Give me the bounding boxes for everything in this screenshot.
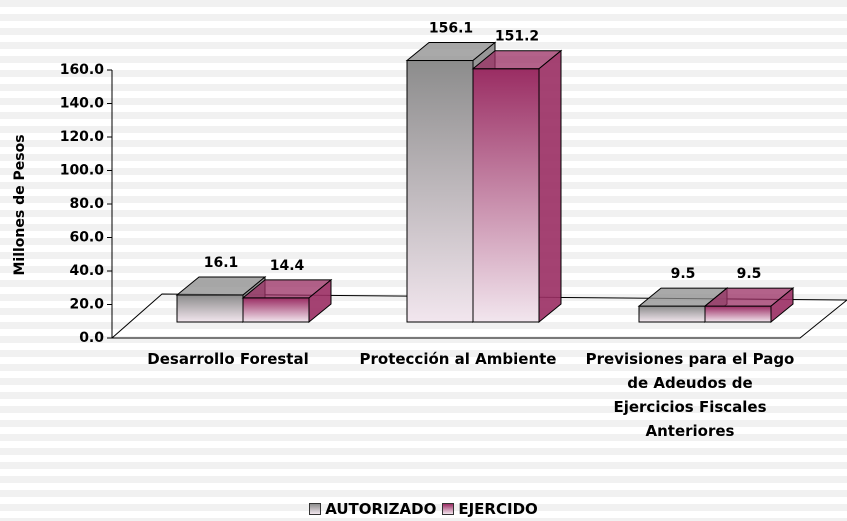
- bar-front: [704, 305, 772, 323]
- legend-swatch: [442, 503, 455, 515]
- bar: [703, 287, 795, 324]
- value-label: 14.4: [270, 258, 305, 274]
- y-tick-label: 100.0: [60, 163, 105, 179]
- value-label: 151.2: [495, 29, 539, 45]
- value-label: 16.1: [204, 255, 239, 271]
- legend: AUTORIZADO EJERCIDO: [0, 500, 847, 518]
- y-tick-label: 120.0: [60, 129, 105, 145]
- x-tick-label: Protección al Ambiente: [359, 350, 557, 368]
- bar-side: [770, 287, 794, 324]
- value-label: 9.5: [737, 266, 762, 282]
- value-label: 156.1: [429, 21, 473, 37]
- bar: [471, 49, 563, 324]
- floor: [110, 293, 847, 339]
- value-label: 9.5: [671, 266, 696, 282]
- y-tick-label: 160.0: [60, 62, 105, 78]
- y-axis-label: Millones de Pesos: [12, 134, 28, 275]
- legend-item: EJERCIDO: [442, 500, 538, 518]
- bar: [241, 278, 333, 324]
- bar-side: [538, 49, 562, 324]
- y-tick-label: 40.0: [69, 263, 104, 279]
- bar-front: [406, 60, 474, 323]
- y-tick-label: 80.0: [69, 196, 104, 212]
- bar-side: [308, 278, 332, 324]
- y-tick-label: 20.0: [69, 297, 104, 313]
- y-tick-label: 140.0: [60, 96, 105, 112]
- legend-swatch: [309, 503, 322, 515]
- x-tick-label: Previsiones para el Pago de Adeudos de E…: [585, 350, 795, 440]
- x-tick-label: Desarrollo Forestal: [147, 350, 309, 368]
- legend-label: AUTORIZADO: [325, 500, 437, 518]
- legend-item: AUTORIZADO: [309, 500, 436, 518]
- bar-front: [176, 294, 244, 323]
- bar-front: [242, 297, 310, 323]
- legend-label: EJERCIDO: [458, 500, 538, 518]
- bar-front: [472, 68, 540, 323]
- y-tick-label: 0.0: [79, 330, 104, 346]
- y-tick-label: 60.0: [69, 230, 104, 246]
- bar-front: [638, 305, 706, 323]
